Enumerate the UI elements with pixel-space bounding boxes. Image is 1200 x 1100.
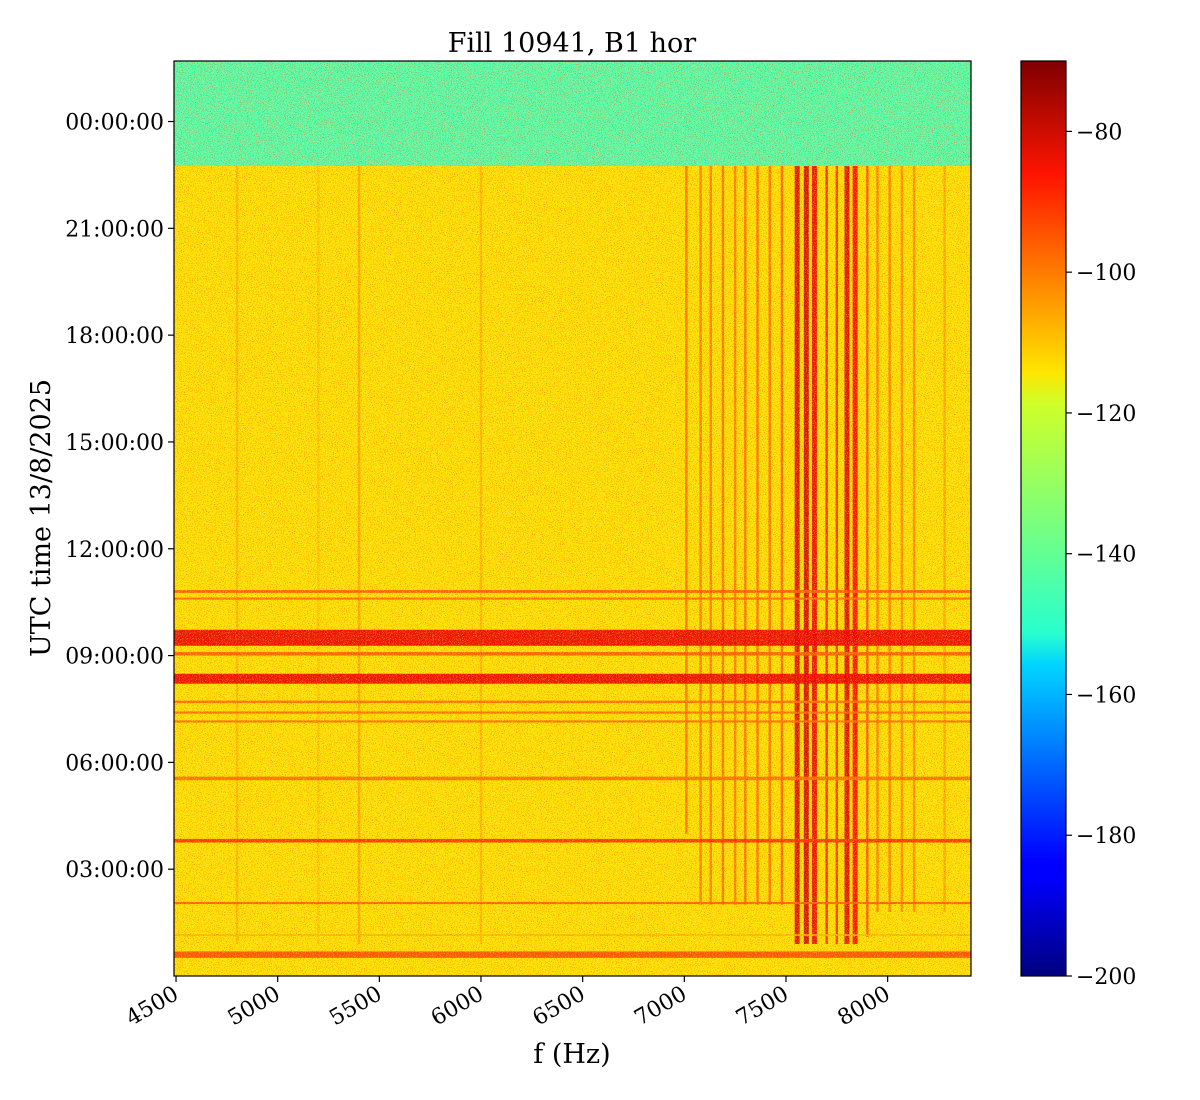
colorbar-tick-label: −140 [1076,543,1136,568]
y-tick-label: 00:00:00 [65,111,164,136]
x-axis-label: f (Hz) [533,1039,610,1070]
colorbar-tick-label: −80 [1076,120,1122,145]
noise-texture-cyan [174,61,971,167]
colorbar-tick-label: −200 [1076,965,1136,990]
x-tick-label: 8000 [834,982,895,1032]
x-tick-label: 7000 [630,982,691,1032]
heatmap-noise-texture [174,61,971,976]
x-tick-label: 5000 [224,982,285,1032]
y-tick-label: 18:00:00 [65,324,164,349]
colorbar-tick-label: −120 [1076,402,1136,427]
x-tick-label: 4500 [122,982,183,1032]
colorbar-tick-label: −160 [1076,683,1136,708]
colorbar [1020,60,1067,977]
y-tick-label: 15:00:00 [65,431,164,456]
x-tick-label: 5500 [325,982,386,1032]
y-tick-label: 09:00:00 [65,645,164,670]
x-tick-label: 7500 [732,982,793,1032]
plot-frame [173,60,972,977]
y-tick-label: 21:00:00 [65,217,164,242]
y-tick-label: 06:00:00 [65,751,164,776]
chart-title: Fill 10941, B1 hor [448,28,697,59]
y-axis: 03:00:00 06:00:00 09:00:00 12:00:00 15:00:00… [65,111,174,883]
colorbar-tick-label: −180 [1076,824,1136,849]
plot-area [174,61,971,976]
x-tick-label: 6500 [529,982,590,1032]
colorbar-tick-label: −100 [1076,261,1136,286]
y-axis-label: UTC time 13/8/2025 [26,379,57,657]
y-tick-label: 12:00:00 [65,538,164,563]
colorbar-axis: −200 −180 −160 −140 −120 −100 −80 [1066,120,1136,990]
x-tick-label: 6000 [427,982,488,1032]
x-axis: 4500 5000 5500 6000 6500 7000 7500 8000 [122,976,895,1031]
y-tick-label: 03:00:00 [65,858,164,883]
noise-texture-green [174,61,971,976]
